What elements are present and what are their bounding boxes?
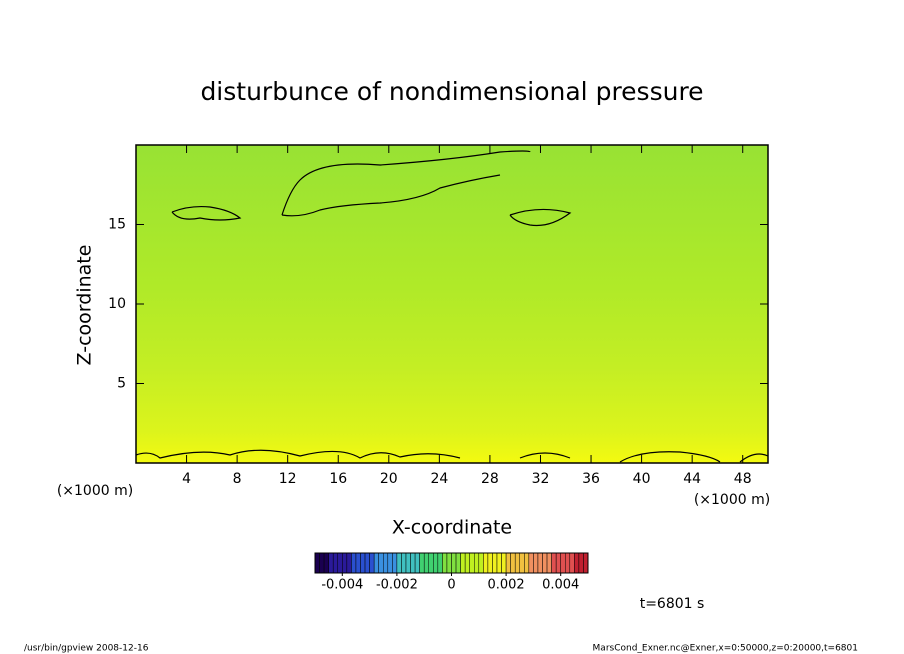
colorbar-stripe bbox=[387, 552, 393, 574]
x-tick-label: 48 bbox=[734, 471, 752, 487]
colorbar-stripe bbox=[555, 552, 561, 574]
colorbar-stripe bbox=[501, 552, 507, 574]
x-unit-label: (×1000 m) bbox=[694, 492, 770, 508]
colorbar-stripe bbox=[328, 552, 334, 574]
colorbar-stripe bbox=[464, 552, 470, 574]
colorbar-stripe bbox=[392, 552, 398, 574]
colorbar-stripe bbox=[565, 552, 571, 574]
x-tick-label: 8 bbox=[233, 471, 242, 487]
colorbar-stripe bbox=[414, 552, 420, 574]
colorbar-tick-label: 0.002 bbox=[487, 578, 524, 593]
colorbar-stripe bbox=[492, 552, 498, 574]
x-tick-label: 24 bbox=[430, 471, 448, 487]
colorbar-tick-label: 0.004 bbox=[542, 578, 579, 593]
colorbar-stripe bbox=[323, 552, 329, 574]
colorbar-stripe bbox=[442, 552, 448, 574]
colorbar-stripe bbox=[346, 552, 352, 574]
colorbar-stripe bbox=[342, 552, 348, 574]
colorbar-stripe bbox=[410, 552, 416, 574]
x-tick-label: 44 bbox=[683, 471, 701, 487]
x-tick-label: 40 bbox=[633, 471, 651, 487]
colorbar-stripe bbox=[355, 552, 361, 574]
colorbar-stripe bbox=[351, 552, 357, 574]
colorbar-stripe bbox=[496, 552, 502, 574]
x-tick-label: 4 bbox=[182, 471, 191, 487]
colorbar-stripe bbox=[574, 552, 580, 574]
colorbar-stripe bbox=[369, 552, 375, 574]
colorbar-stripe bbox=[332, 552, 339, 574]
colorbar-stripe bbox=[437, 552, 443, 574]
y-tick-label: 5 bbox=[117, 376, 126, 392]
colorbar-stripe bbox=[537, 552, 543, 574]
colorbar-stripe bbox=[360, 552, 366, 574]
colorbar-stripe bbox=[583, 552, 589, 574]
y-axis-label: Z-coordinate bbox=[74, 245, 96, 366]
colorbar-stripe bbox=[319, 552, 325, 574]
colorbar-stripe bbox=[396, 552, 402, 574]
colorbar-stripe bbox=[455, 552, 461, 574]
colorbar-stripe bbox=[378, 552, 384, 574]
colorbar-stripe bbox=[478, 552, 484, 574]
y-unit-label: (×1000 m) bbox=[57, 483, 133, 499]
x-tick-label: 36 bbox=[582, 471, 600, 487]
x-tick-label: 20 bbox=[380, 471, 398, 487]
x-axis-label: X-coordinate bbox=[392, 517, 512, 539]
colorbar-stripe bbox=[514, 552, 521, 574]
field-fill bbox=[136, 145, 768, 463]
x-tick-label: 16 bbox=[329, 471, 347, 487]
colorbar-stripe bbox=[405, 552, 411, 574]
colorbar-stripe bbox=[528, 552, 534, 574]
colorbar-stripe bbox=[314, 552, 320, 574]
contour-lines bbox=[135, 150, 769, 463]
y-tick-label: 15 bbox=[108, 217, 126, 233]
chart-title: disturbunce of nondimensional pressure bbox=[200, 77, 703, 106]
colorbar-stripe bbox=[569, 552, 575, 574]
colorbar-stripe bbox=[546, 552, 552, 574]
colorbar-tick-label: 0 bbox=[447, 578, 455, 593]
footer-left: /usr/bin/gpview 2008-12-16 bbox=[24, 644, 149, 654]
colorbar-tick-label: -0.004 bbox=[321, 578, 363, 593]
y-tick-label: 10 bbox=[108, 296, 126, 312]
colorbar-stripe bbox=[483, 552, 489, 574]
colorbar-stripe bbox=[337, 552, 343, 574]
footer-right: MarsCond_Exner.nc@Exner,x=0:50000,z=0:20… bbox=[593, 644, 858, 654]
colorbar-stripe bbox=[578, 552, 584, 574]
colorbar-stripe bbox=[469, 552, 475, 574]
colorbar-stripe bbox=[451, 552, 457, 574]
colorbar-stripe bbox=[423, 552, 430, 574]
colorbar-stripe bbox=[519, 552, 525, 574]
colorbar-stripe bbox=[487, 552, 493, 574]
colorbar-stripe bbox=[383, 552, 389, 574]
colorbar-stripe bbox=[505, 552, 511, 574]
x-tick-label: 32 bbox=[532, 471, 550, 487]
colorbar-stripe bbox=[364, 552, 370, 574]
colorbar-tick-label: -0.002 bbox=[376, 578, 418, 593]
colorbar-stripe bbox=[474, 552, 480, 574]
colorbar-stripe bbox=[460, 552, 466, 574]
colorbar-stripe bbox=[433, 552, 439, 574]
colorbar-stripe bbox=[551, 552, 557, 574]
x-tick-label: 28 bbox=[481, 471, 499, 487]
colorbar-stripe bbox=[373, 552, 379, 574]
colorbar-stripe bbox=[446, 552, 452, 574]
colorbar-stripe bbox=[533, 552, 539, 574]
colorbar-stripe bbox=[510, 552, 516, 574]
colorbar-stripe bbox=[401, 552, 407, 574]
colorbar-stripe bbox=[419, 552, 425, 574]
colorbar-stripe bbox=[524, 552, 530, 574]
colorbar-stripe bbox=[542, 552, 548, 574]
colorbar-stripe bbox=[560, 552, 566, 574]
x-tick-label: 12 bbox=[279, 471, 297, 487]
colorbar-stripe bbox=[428, 552, 434, 574]
time-label: t=6801 s bbox=[640, 596, 705, 612]
